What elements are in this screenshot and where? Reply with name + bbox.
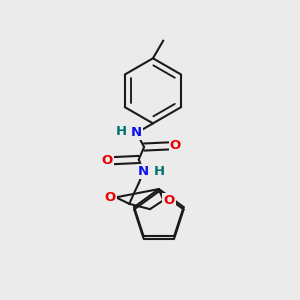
Text: O: O (163, 194, 175, 207)
Text: N: N (138, 165, 149, 178)
Text: O: O (170, 140, 181, 152)
Text: H: H (116, 125, 127, 139)
Text: O: O (105, 191, 116, 204)
Text: H: H (153, 164, 164, 178)
Text: O: O (102, 154, 113, 167)
Text: N: N (131, 126, 142, 139)
